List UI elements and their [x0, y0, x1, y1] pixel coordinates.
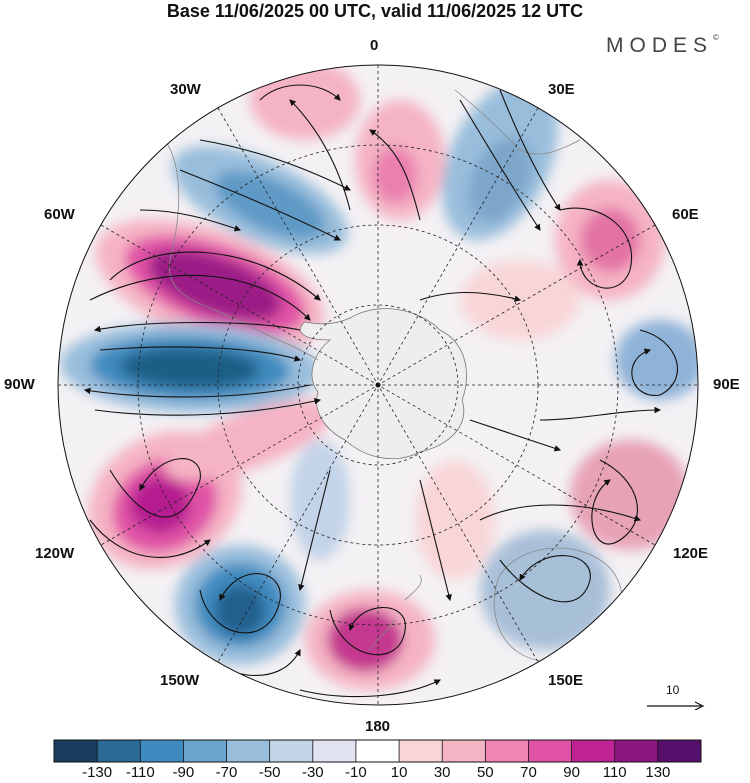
colorbar-tick-label: 130: [645, 764, 671, 781]
brand-text: MODES: [606, 34, 714, 57]
copyright-mark: ©: [713, 33, 719, 42]
map-boundary: [57, 64, 699, 706]
modes-logo: MODES©: [606, 33, 719, 58]
colorbar-tick-label: -50: [258, 764, 281, 781]
map-disk: [58, 65, 698, 705]
center-85w-neg: [120, 347, 260, 389]
south-pole-marker: [375, 382, 381, 388]
colorbar-tick-label: -90: [172, 764, 195, 781]
colorbar-tick-label: -30: [301, 764, 324, 781]
lon-label-30e: 30E: [548, 81, 575, 98]
center-150w-neg: [215, 585, 265, 635]
colorbar-tick-label: -70: [215, 764, 238, 781]
colorbar-tick-label: 30: [433, 764, 451, 781]
colorbar-tick-label: 110: [602, 764, 627, 781]
reference-vector-arrow: [647, 701, 705, 710]
center-85e-neg: [615, 320, 698, 400]
center-25e-neg: [468, 137, 532, 223]
center-5e-pos: [373, 147, 417, 203]
lon-label-30w: 30W: [170, 81, 201, 98]
center-110e-pos: [570, 440, 690, 550]
center-55e-pos: [580, 208, 640, 272]
colorbar-tick-label: 70: [520, 764, 537, 781]
colorbar-tick-label: -110: [125, 764, 155, 781]
center-175e-pos: [327, 608, 403, 672]
new-zealand-outline: [369, 574, 422, 651]
streamlines: [83, 84, 678, 698]
lon-label-120w: 120W: [35, 545, 75, 562]
lon-label-60e: 60E: [672, 206, 699, 223]
lon-label-60w: 60W: [44, 206, 75, 223]
reference-vector-label: 10: [666, 683, 680, 697]
south-america-outline: [164, 139, 319, 361]
lon-label-90w: 90W: [4, 376, 35, 393]
center-120w-pos: [130, 477, 190, 533]
colorbar-tick-label: 90: [563, 764, 580, 781]
lon-label-150w: 150W: [160, 672, 200, 689]
colorbar-tick-label: 50: [476, 764, 494, 781]
antarctica-continent: [300, 308, 467, 459]
africa-outline: [454, 89, 581, 155]
center-60w-pos: [148, 249, 282, 321]
chart-title: Base 11/06/2025 00 UTC, valid 11/06/2025…: [166, 1, 584, 21]
lon-label-180: 180: [365, 718, 391, 735]
center-140e-neg: [480, 530, 610, 650]
colorbar-tick-label: 10: [390, 764, 408, 781]
lon-label-120e: 120E: [673, 545, 709, 562]
lon-label-0: 0: [370, 37, 379, 54]
lon-label-90e: 90E: [713, 376, 740, 393]
colorbar-tick-label: -130: [82, 764, 113, 781]
center-35w-neg: [214, 170, 326, 240]
lon-label-150e: 150E: [548, 672, 584, 689]
colorbar-tick-label: -10: [345, 764, 367, 781]
